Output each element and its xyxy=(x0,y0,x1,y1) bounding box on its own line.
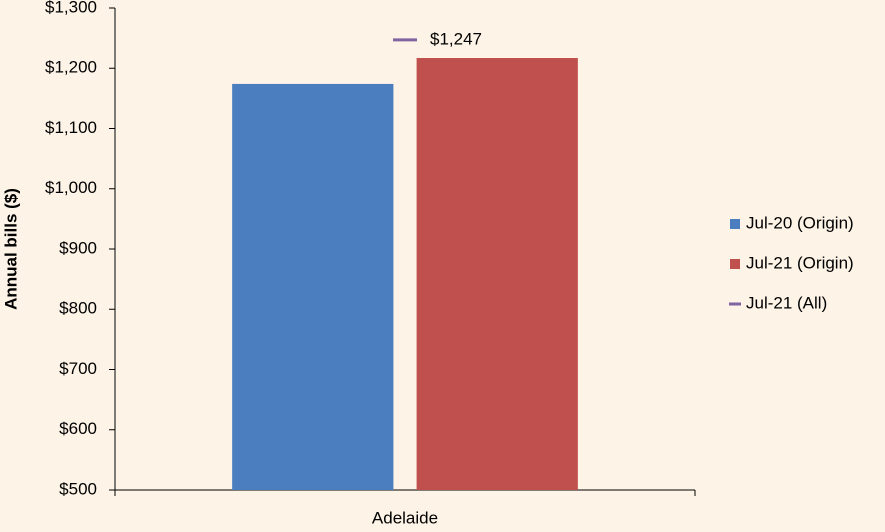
legend-label: Jul-20 (Origin) xyxy=(746,213,854,232)
y-tick-label: $800 xyxy=(59,299,97,318)
y-tick-label: $700 xyxy=(59,359,97,378)
bar xyxy=(232,83,394,490)
y-tick-label: $1,100 xyxy=(45,118,97,137)
bar xyxy=(416,58,578,490)
y-axis-label: Annual bills ($) xyxy=(1,188,20,310)
y-tick-label: $600 xyxy=(59,419,97,438)
legend-label: Jul-21 (Origin) xyxy=(746,253,854,272)
y-tick-label: $1,200 xyxy=(45,58,97,77)
data-label: $1,247 xyxy=(430,29,482,48)
y-tick-label: $900 xyxy=(59,238,97,257)
legend-swatch xyxy=(730,219,740,229)
x-tick-label: Adelaide xyxy=(372,508,438,527)
y-tick-label: $1,300 xyxy=(45,0,97,16)
legend-label: Jul-21 (All) xyxy=(746,293,827,312)
y-tick-label: $1,000 xyxy=(45,178,97,197)
y-tick-label: $500 xyxy=(59,479,97,498)
legend-swatch xyxy=(730,259,740,269)
